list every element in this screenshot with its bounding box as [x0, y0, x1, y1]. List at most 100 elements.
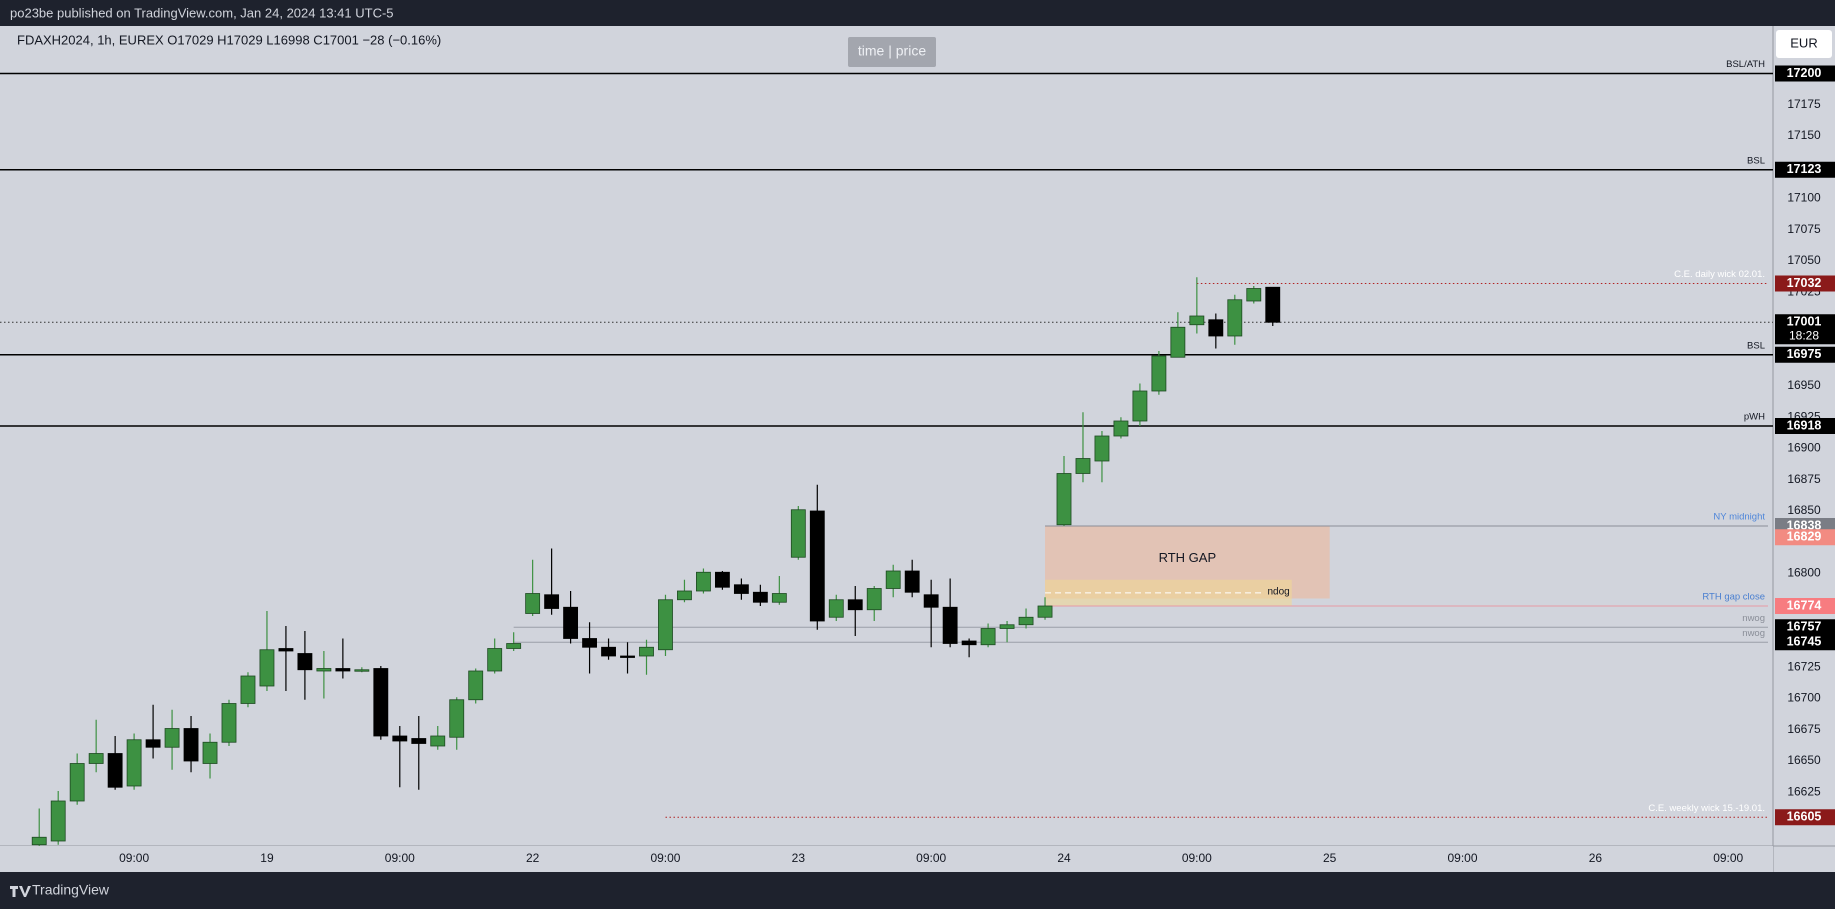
- candle-body: [1189, 315, 1205, 326]
- candle-body: [847, 599, 863, 611]
- x-tick-label: 09:00: [1448, 851, 1478, 865]
- level-label: C.E. weekly wick 15.-19.01.: [1648, 803, 1765, 814]
- candle-body: [240, 675, 256, 704]
- level-label: NY midnight: [1713, 512, 1765, 523]
- level-label: RTH gap close: [1702, 592, 1765, 603]
- candle-body: [50, 800, 66, 842]
- candle-body: [828, 599, 844, 618]
- candle-body: [1056, 473, 1072, 526]
- y-tick-label: 17100: [1787, 191, 1821, 205]
- level-axis-box: [1775, 809, 1835, 826]
- currency[interactable]: EUR: [1790, 35, 1817, 50]
- candle-body: [449, 699, 465, 738]
- y-tick-label: 16875: [1787, 472, 1821, 486]
- candle-body: [506, 643, 522, 649]
- candle-body: [145, 739, 161, 748]
- y-tick-label: 16675: [1787, 722, 1821, 736]
- level-label: BSL: [1747, 340, 1765, 351]
- level-axis-box: [1775, 619, 1835, 636]
- y-tick-label: 17050: [1787, 253, 1821, 267]
- x-tick-label: 09:00: [1713, 851, 1743, 865]
- time-axis: [0, 846, 1773, 872]
- level-axis-box: [1775, 634, 1835, 651]
- y-tick-label: 16650: [1787, 753, 1821, 767]
- currency-box[interactable]: [1776, 30, 1832, 58]
- candle-body: [809, 510, 825, 622]
- level-label: BSL: [1747, 155, 1765, 166]
- candle-body: [771, 593, 787, 603]
- y-tick-label: 17075: [1787, 222, 1821, 236]
- y-tick-label: 17150: [1787, 128, 1821, 142]
- countdown: 18:28: [1789, 328, 1819, 342]
- level-axis-box: [1775, 598, 1835, 614]
- y-tick-label: 16725: [1787, 659, 1821, 673]
- zone-label: RTH GAP: [1159, 550, 1217, 565]
- footer-bar: [0, 872, 1835, 909]
- candle-body: [999, 624, 1015, 629]
- level-label: nwog: [1742, 628, 1765, 639]
- level-label: BSL/ATH: [1726, 59, 1765, 70]
- level-axis-label: 17200: [1787, 66, 1822, 80]
- y-tick-label: 16625: [1787, 784, 1821, 798]
- level-axis-label: 16745: [1787, 635, 1822, 649]
- candle-body: [88, 753, 104, 764]
- candle-body: [1170, 326, 1186, 358]
- candle-body: [487, 648, 503, 672]
- candle-body: [885, 570, 901, 589]
- candle-body: [714, 571, 730, 588]
- candle-body: [430, 735, 446, 747]
- candle-body: [1246, 288, 1262, 302]
- mode-button[interactable]: [848, 37, 936, 67]
- candle-body: [961, 640, 977, 646]
- level-axis-label: 17123: [1787, 162, 1822, 176]
- candle-body: [335, 668, 351, 672]
- candle-body: [904, 570, 920, 593]
- x-tick-label: 24: [1057, 851, 1071, 865]
- y-tick-label: 17175: [1787, 97, 1821, 111]
- candle-body: [563, 606, 579, 639]
- candle-body: [1132, 390, 1148, 422]
- legend: FDAXH2024, 1h, EUREX O17029 H17029 L1699…: [17, 32, 441, 47]
- candle-body: [544, 594, 560, 609]
- footer: TradingView: [32, 882, 110, 898]
- x-tick-label: 22: [526, 851, 540, 865]
- x-tick-label: 09:00: [650, 851, 680, 865]
- top-bar: [0, 0, 1835, 26]
- candle-body: [297, 653, 313, 671]
- level-label: pWH: [1744, 412, 1765, 423]
- header: po23be published on TradingView.com, Jan…: [10, 5, 394, 20]
- x-tick-label: 23: [792, 851, 806, 865]
- candle-body: [601, 646, 616, 657]
- candle-body: [1075, 458, 1091, 474]
- candle-body: [1208, 319, 1224, 337]
- y-tick-label: 16700: [1787, 691, 1821, 705]
- candle-body: [639, 646, 654, 657]
- candle-body: [164, 728, 180, 748]
- candle-body: [866, 588, 882, 611]
- candle-body: [1094, 435, 1110, 462]
- level-axis-label: 17001: [1787, 315, 1822, 329]
- level-axis-box: [1775, 275, 1835, 292]
- candle-body: [525, 593, 541, 614]
- candle-body: [1151, 355, 1167, 392]
- candle-body: [1037, 605, 1053, 618]
- level-axis-label: 16829: [1787, 530, 1822, 544]
- y-tick-label: 16800: [1787, 566, 1821, 580]
- x-tick-label: 09:00: [385, 851, 415, 865]
- level-label: nwog: [1742, 613, 1765, 624]
- level-axis-box: [1775, 314, 1835, 345]
- mode-button-label[interactable]: time | price: [858, 43, 926, 59]
- candle-body: [733, 584, 749, 594]
- candle-body: [316, 668, 332, 672]
- level-axis-label: 16838: [1787, 518, 1822, 532]
- x-tick-label: 19: [260, 851, 274, 865]
- candle-body: [107, 753, 123, 788]
- candle-body: [468, 670, 484, 701]
- candle-body: [278, 648, 294, 652]
- level-axis-label: 16605: [1787, 810, 1822, 824]
- candle-body: [620, 655, 635, 658]
- y-tick-label: 16950: [1787, 378, 1821, 392]
- y-tick-label: 16850: [1787, 503, 1821, 517]
- level-axis-box: [1775, 529, 1835, 546]
- level-axis-box: [1775, 65, 1835, 82]
